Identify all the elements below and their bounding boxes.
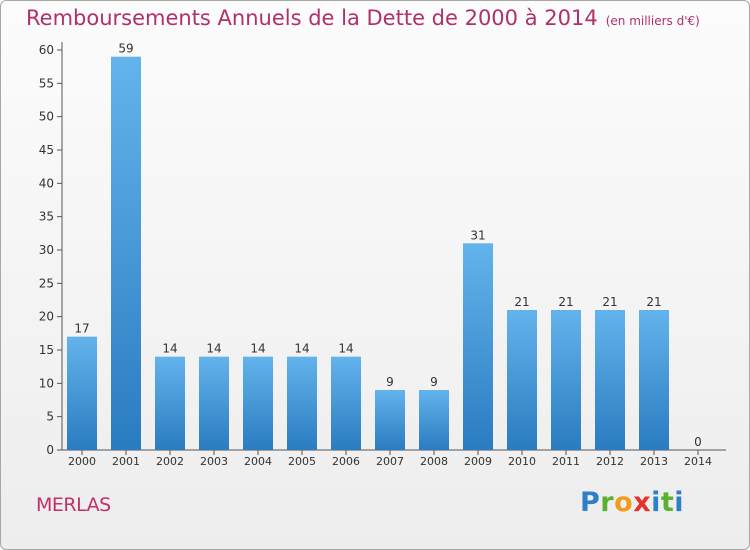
proxiti-logo[interactable]: Proxiti xyxy=(580,487,685,518)
x-tick-label: 2007 xyxy=(376,455,404,468)
data-label-2010: 21 xyxy=(514,295,529,309)
x-tick-label: 2002 xyxy=(156,455,184,468)
y-tick-label: 45 xyxy=(39,143,54,157)
data-label-2012: 21 xyxy=(602,295,617,309)
bar-2010 xyxy=(507,310,537,450)
data-label-2014: 0 xyxy=(694,435,702,449)
x-tick-label: 2006 xyxy=(332,455,360,468)
data-label-2006: 14 xyxy=(338,342,353,356)
data-labels: 17 59 14 14 14 14 14 9 9 31 21 21 21 21 0 xyxy=(74,42,701,449)
bar-2007 xyxy=(375,390,405,450)
bars xyxy=(67,56,669,451)
y-tick-label: 55 xyxy=(39,76,54,90)
data-label-2004: 14 xyxy=(250,342,265,356)
x-tick-label: 2004 xyxy=(244,455,272,468)
chart-title: Remboursements Annuels de la Dette de 20… xyxy=(26,6,700,30)
y-tick-label: 0 xyxy=(46,443,54,457)
y-tick-label: 35 xyxy=(39,210,54,224)
x-tick-label: 2012 xyxy=(596,455,624,468)
x-tick-label: 2008 xyxy=(420,455,448,468)
chart-unit: (en milliers d'€) xyxy=(605,14,700,28)
data-label-2008: 9 xyxy=(430,375,438,389)
y-tick-label: 10 xyxy=(39,376,54,390)
data-label-2003: 14 xyxy=(206,342,221,356)
x-tick-label: 2009 xyxy=(464,455,492,468)
bar-2005 xyxy=(287,356,317,450)
data-label-2011: 21 xyxy=(558,295,573,309)
x-axis: 2000 2001 2002 2003 2004 2005 2006 2007 2008 2009… xyxy=(62,449,726,468)
data-label-2005: 14 xyxy=(294,342,309,356)
bar-2001 xyxy=(111,56,141,451)
x-tick-label: 2013 xyxy=(640,455,668,468)
y-axis: 0 5 10 15 20 25 30 35 40 45 50 55 60 xyxy=(39,42,63,457)
bar-2003 xyxy=(199,356,229,450)
data-label-2007: 9 xyxy=(386,375,394,389)
y-tick-label: 15 xyxy=(39,343,54,357)
bar-2011 xyxy=(551,310,581,450)
chart-title-text: Remboursements Annuels de la Dette de 20… xyxy=(26,6,598,30)
y-tick-label: 30 xyxy=(39,243,54,257)
y-tick-label: 5 xyxy=(46,410,54,424)
x-tick-label: 2005 xyxy=(288,455,316,468)
data-label-2009: 31 xyxy=(470,228,485,242)
bar-2006 xyxy=(331,356,361,450)
y-tick-label: 20 xyxy=(39,310,54,324)
commune-name: MERLAS xyxy=(36,494,111,516)
y-tick-label: 50 xyxy=(39,110,54,124)
bar-2002 xyxy=(155,356,185,450)
x-tick-label: 2001 xyxy=(112,455,140,468)
bar-2008 xyxy=(419,390,449,450)
data-label-2000: 17 xyxy=(74,322,89,336)
bar-2013 xyxy=(639,310,669,450)
data-label-2002: 14 xyxy=(162,342,177,356)
bar-2000 xyxy=(67,336,97,450)
x-tick-label: 2003 xyxy=(200,455,228,468)
x-tick-label: 2011 xyxy=(552,455,580,468)
y-tick-label: 40 xyxy=(39,176,54,190)
bar-2012 xyxy=(595,310,625,450)
data-label-2013: 21 xyxy=(646,295,661,309)
y-tick-label: 25 xyxy=(39,276,54,290)
data-label-2001: 59 xyxy=(118,42,133,56)
y-tick-label: 60 xyxy=(39,43,54,57)
x-tick-label: 2014 xyxy=(684,455,712,468)
x-tick-label: 2010 xyxy=(508,455,536,468)
bar-2009 xyxy=(463,243,493,450)
x-tick-label: 2000 xyxy=(68,455,96,468)
bar-2004 xyxy=(243,356,273,450)
